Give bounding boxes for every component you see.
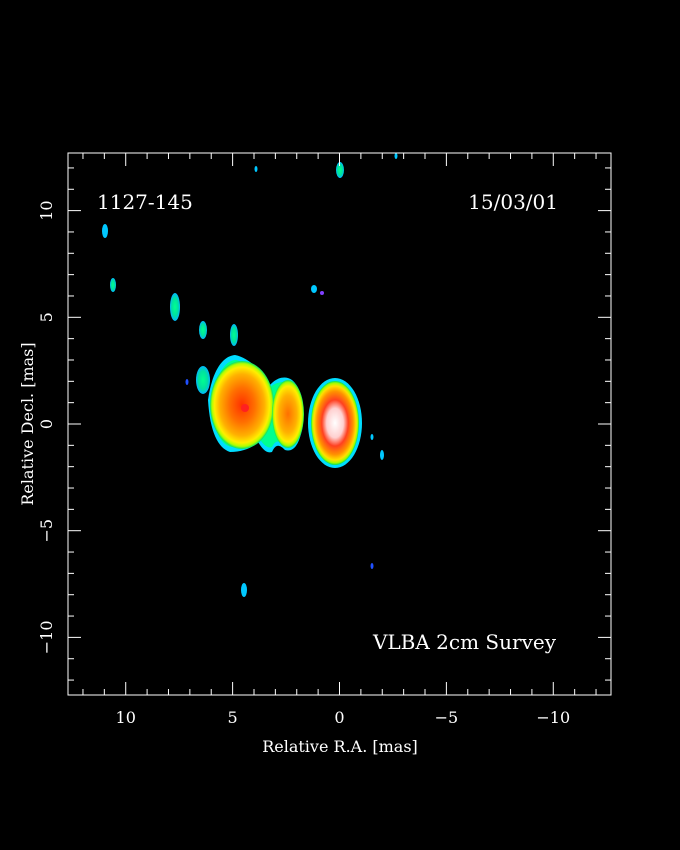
- faint-component: [230, 324, 238, 346]
- x-tick-label: 0: [334, 708, 344, 727]
- y-tick-label: −5: [37, 519, 56, 543]
- source-name-label: 1127-145: [97, 190, 193, 214]
- faint-component: [320, 291, 324, 295]
- y-axis-label: Relative Decl. [mas]: [18, 342, 37, 505]
- jet-hotspot: [241, 404, 249, 412]
- x-tick-label: −5: [435, 708, 459, 727]
- faint-component: [311, 285, 317, 293]
- faint-component: [241, 583, 247, 597]
- faint-component: [394, 153, 398, 159]
- faint-component: [170, 293, 180, 321]
- x-tick-label: 5: [228, 708, 238, 727]
- core-component: [311, 381, 359, 465]
- jet-component-middle: [272, 380, 304, 448]
- x-tick-labels: 10 5 0 −5 −10: [116, 708, 571, 727]
- epoch-date-label: 15/03/01: [468, 190, 558, 214]
- faint-component: [185, 379, 189, 385]
- x-axis-label: Relative R.A. [mas]: [262, 737, 418, 756]
- faint-component: [110, 278, 116, 292]
- x-tick-label: 10: [116, 708, 136, 727]
- faint-component: [196, 366, 210, 394]
- survey-label: VLBA 2cm Survey: [372, 630, 557, 654]
- faint-component: [199, 321, 207, 339]
- faint-component: [380, 450, 384, 460]
- y-tick-label: 10: [37, 200, 56, 220]
- y-tick-label: 0: [37, 419, 56, 429]
- faint-component: [336, 162, 344, 178]
- y-tick-label: 5: [37, 312, 56, 322]
- faint-component: [370, 434, 374, 440]
- jet-component-east: [210, 361, 274, 449]
- source-emission: [102, 153, 398, 597]
- x-tick-label: −10: [536, 708, 570, 727]
- faint-component: [102, 224, 108, 238]
- y-tick-label: −10: [37, 621, 56, 655]
- y-tick-labels: 10 5 0 −5 −10: [37, 200, 56, 654]
- axis-ticks: [68, 153, 611, 695]
- faint-component: [254, 166, 258, 172]
- faint-component: [370, 563, 374, 569]
